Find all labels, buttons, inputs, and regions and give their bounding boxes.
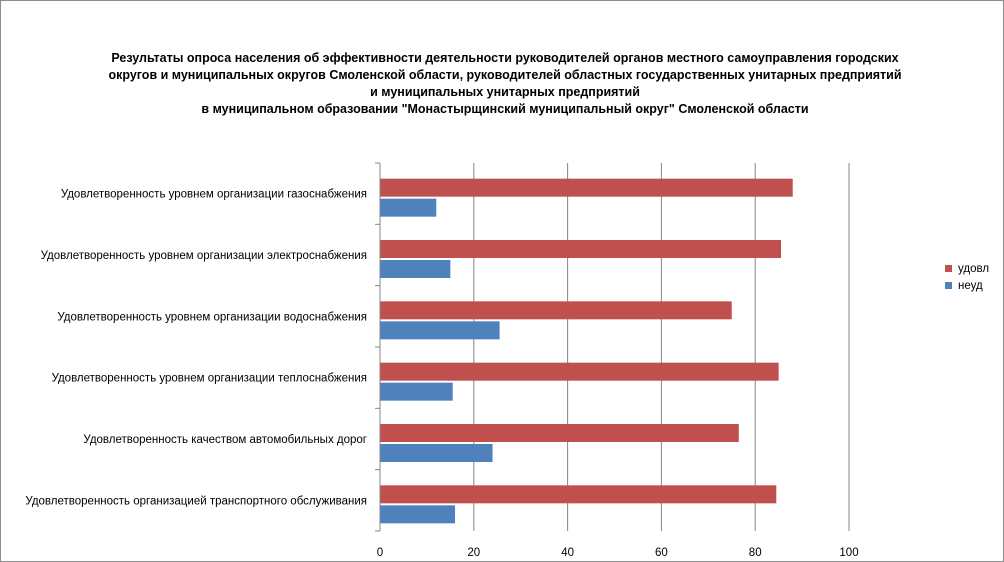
category-label-4: Удовлетворенность качеством автомобильны… <box>83 434 367 446</box>
bar-неуд-1 <box>380 260 451 278</box>
bar-удовл-0 <box>380 178 793 197</box>
x-tick-label-40: 40 <box>561 547 574 559</box>
category-label-5: Удовлетворенность организацией транспорт… <box>25 495 367 507</box>
chart-title: Результаты опроса населения об эффективн… <box>90 50 920 118</box>
tick-labels: 0 20 40 60 80 100 <box>377 547 859 559</box>
bar-удовл-5 <box>380 485 777 504</box>
category-labels: Удовлетворенность уровнем организации га… <box>25 189 367 508</box>
bar-неуд-5 <box>380 505 456 524</box>
bar-неуд-0 <box>380 198 437 217</box>
x-tick-label-0: 0 <box>377 547 383 559</box>
chart-title-line-2: округов и муниципальных округов Смоленск… <box>108 68 902 82</box>
bar-удовл-3 <box>380 362 779 381</box>
legend-label-неуд: неуд <box>958 280 983 292</box>
legend-swatch-удовл <box>945 265 952 272</box>
chart-title-line-3: и муниципальных унитарных предприятий <box>370 85 640 99</box>
bar-неуд-3 <box>380 382 453 401</box>
legend-swatch-неуд <box>945 282 952 289</box>
axis-layer <box>375 162 381 532</box>
bar-неуд-4 <box>380 444 493 462</box>
x-tick-label-60: 60 <box>655 547 668 559</box>
x-tick-label-20: 20 <box>467 547 480 559</box>
chart-title-line-1: Результаты опроса населения об эффективн… <box>111 51 899 65</box>
category-label-0: Удовлетворенность уровнем организации га… <box>61 189 367 201</box>
bars-layer <box>380 178 793 524</box>
bar-удовл-1 <box>380 240 781 258</box>
bar-удовл-4 <box>380 424 739 442</box>
category-label-3: Удовлетворенность уровнем организации те… <box>52 373 367 385</box>
category-label-1: Удовлетворенность уровнем организации эл… <box>41 250 367 262</box>
x-tick-label-100: 100 <box>839 547 858 559</box>
legend: удовл неуд <box>945 263 989 292</box>
x-tick-label-80: 80 <box>749 547 762 559</box>
bar-неуд-2 <box>380 321 500 340</box>
bar-удовл-2 <box>380 301 732 320</box>
grid-layer <box>473 163 850 531</box>
legend-label-удовл: удовл <box>958 263 989 275</box>
category-label-2: Удовлетворенность уровнем организации во… <box>57 311 367 323</box>
chart-title-line-4: в муниципальном образовании "Монастырщин… <box>201 102 809 116</box>
